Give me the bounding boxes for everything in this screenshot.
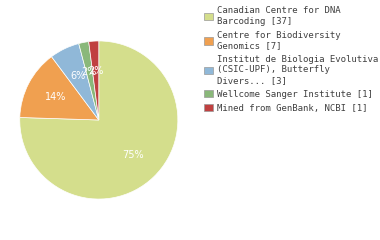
Text: 6%: 6% [70, 71, 85, 81]
Wedge shape [20, 57, 99, 120]
Text: 14%: 14% [45, 92, 66, 102]
Text: 2%: 2% [82, 67, 97, 77]
Legend: Canadian Centre for DNA
Barcoding [37], Centre for Biodiversity
Genomics [7], In: Canadian Centre for DNA Barcoding [37], … [202, 5, 380, 114]
Wedge shape [79, 42, 99, 120]
Text: 2%: 2% [88, 66, 103, 76]
Wedge shape [89, 41, 99, 120]
Wedge shape [52, 43, 99, 120]
Wedge shape [20, 41, 178, 199]
Text: 75%: 75% [122, 150, 144, 160]
